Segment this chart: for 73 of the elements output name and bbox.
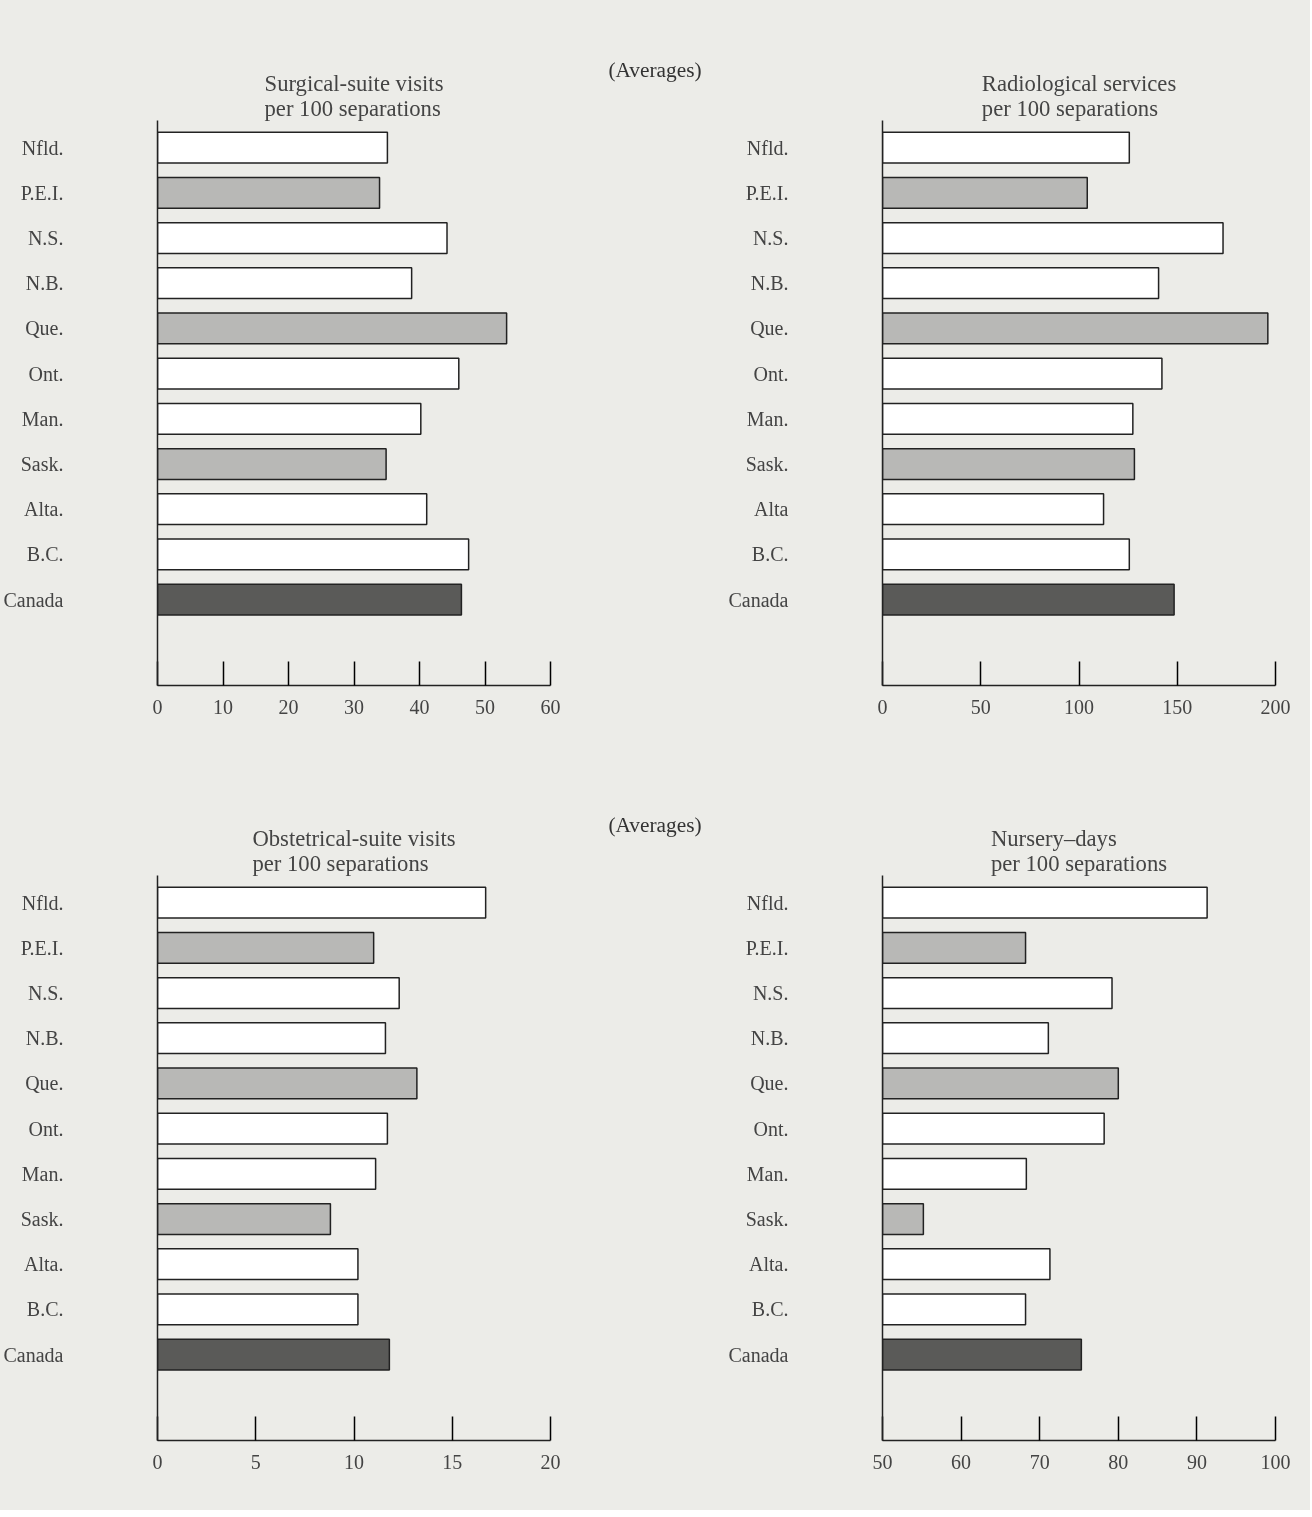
- y-tick-label: Ont.: [753, 1117, 789, 1140]
- x-tick-label: 5: [250, 1450, 261, 1473]
- y-tick-label: N.B.: [25, 272, 64, 295]
- x-tick-label: 100: [1260, 1450, 1291, 1473]
- y-tick-label: Alta: [754, 498, 789, 521]
- y-tick-label: N.B.: [25, 1027, 64, 1050]
- y-tick-label: N.S.: [752, 227, 789, 250]
- x-tick-label: 50: [872, 1450, 893, 1473]
- y-tick-label: Man.: [746, 1162, 789, 1185]
- x-tick-label: 30: [344, 695, 364, 718]
- x-tick-label: 20: [278, 695, 299, 718]
- y-tick-label: Nfld.: [746, 136, 789, 159]
- chart-title: Nursery–days per 100 separations: [990, 825, 1168, 876]
- y-tick-label: B.C.: [751, 543, 789, 566]
- x-tick-label: 60: [951, 1450, 972, 1473]
- y-tick-label: Alta.: [24, 1253, 64, 1276]
- chart-title: Obstetrical-suite visits per 100 separations: [252, 825, 456, 876]
- y-tick-label: Sask.: [745, 453, 789, 476]
- y-tick-label: Canada: [728, 1343, 789, 1366]
- x-tick-label: 50: [475, 695, 495, 718]
- y-tick-label: Alta.: [749, 1253, 789, 1276]
- x-tick-label: 150: [1162, 695, 1193, 718]
- y-tick-label: P.E.I.: [745, 181, 789, 204]
- y-tick-label: Que.: [750, 1072, 789, 1095]
- y-tick-label: P.E.I.: [20, 181, 64, 204]
- y-tick-label: Que.: [25, 1072, 64, 1095]
- y-tick-label: Nfld.: [746, 891, 789, 914]
- x-tick-label: 0: [152, 695, 163, 718]
- x-tick-label: 40: [409, 695, 430, 718]
- text: (Averages): [608, 57, 702, 84]
- y-tick-label: Sask.: [20, 453, 64, 476]
- y-tick-label: Canada: [3, 1343, 64, 1366]
- y-tick-label: Man.: [746, 407, 789, 430]
- y-tick-label: Man.: [21, 1162, 64, 1185]
- y-tick-label: Ont.: [28, 1117, 64, 1140]
- y-tick-label: B.C.: [26, 543, 64, 566]
- y-tick-label: Canada: [728, 588, 789, 611]
- x-tick-label: 0: [877, 695, 888, 718]
- x-tick-label: 20: [540, 1450, 561, 1473]
- y-tick-label: Nfld.: [21, 891, 64, 914]
- text: (Averages): [608, 812, 702, 839]
- y-tick-label: Sask.: [745, 1208, 789, 1231]
- y-tick-label: N.S.: [27, 227, 64, 250]
- y-tick-label: Man.: [21, 407, 64, 430]
- y-tick-label: Alta.: [24, 498, 64, 521]
- x-tick-label: 70: [1029, 1450, 1050, 1473]
- x-tick-label: 60: [540, 695, 561, 718]
- x-tick-label: 80: [1108, 1450, 1129, 1473]
- y-tick-label: N.B.: [750, 272, 789, 295]
- chart-title: Radiological services per 100 separations: [981, 70, 1177, 121]
- x-tick-label: 90: [1186, 1450, 1207, 1473]
- y-tick-label: Que.: [25, 317, 64, 340]
- x-tick-label: 50: [970, 695, 991, 718]
- x-tick-label: 200: [1260, 695, 1291, 718]
- y-tick-label: N.S.: [27, 982, 64, 1005]
- y-tick-label: Sask.: [20, 1208, 64, 1231]
- y-tick-label: B.C.: [26, 1298, 64, 1321]
- y-tick-label: P.E.I.: [745, 936, 789, 959]
- y-tick-label: Nfld.: [21, 136, 64, 159]
- x-tick-label: 0: [152, 1450, 163, 1473]
- chart-title: Surgical-suite visits per 100 separations: [264, 70, 444, 121]
- x-tick-label: 15: [442, 1450, 463, 1473]
- x-tick-label: 10: [344, 1450, 364, 1473]
- x-tick-label: 100: [1064, 695, 1094, 718]
- y-tick-label: B.C.: [751, 1298, 789, 1321]
- y-tick-label: N.B.: [750, 1027, 789, 1050]
- y-tick-label: Ont.: [28, 362, 64, 385]
- y-tick-label: Que.: [750, 317, 789, 340]
- y-tick-label: P.E.I.: [20, 936, 64, 959]
- y-tick-label: Ont.: [753, 362, 789, 385]
- x-tick-label: 10: [213, 695, 233, 718]
- y-tick-label: Canada: [3, 588, 64, 611]
- y-tick-label: N.S.: [752, 982, 789, 1005]
